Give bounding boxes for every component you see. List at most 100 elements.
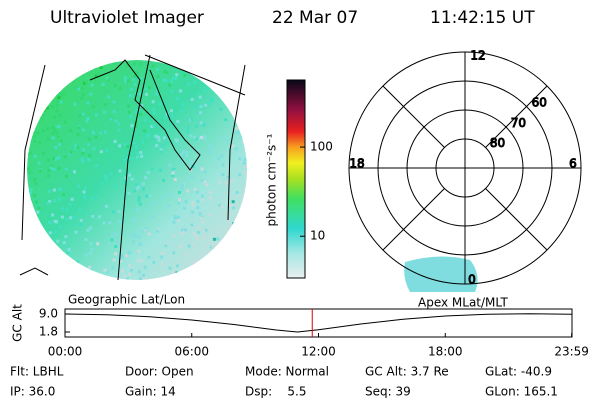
speckle [160, 262, 164, 266]
speckle [225, 92, 229, 96]
speckle [185, 154, 189, 158]
speckle [178, 198, 182, 202]
speckle [239, 256, 243, 260]
speckle [36, 210, 40, 214]
speckle [206, 102, 210, 106]
speckle [41, 113, 45, 117]
speckle [183, 277, 187, 280]
speckle [134, 145, 138, 149]
speckle [195, 237, 199, 241]
speckle [230, 179, 234, 183]
speckle [53, 219, 57, 223]
speckle [190, 210, 194, 214]
speckle [159, 150, 163, 154]
speckle [152, 124, 156, 128]
speckle [138, 202, 142, 206]
speckle [27, 167, 31, 171]
ring-label: 80 [490, 136, 505, 150]
status-field: GC Alt: 3.7 Re [365, 365, 449, 379]
speckle [120, 269, 124, 273]
speckle [147, 255, 151, 259]
speckle [142, 273, 146, 277]
speckle [173, 178, 177, 182]
speckle [44, 64, 48, 68]
speckle [190, 97, 194, 101]
speckle [169, 109, 173, 113]
speckle [36, 260, 40, 264]
speckle [135, 71, 139, 75]
speckle [143, 265, 147, 269]
uv-image [27, 60, 247, 280]
speckle [103, 275, 107, 279]
speckle [42, 152, 46, 156]
speckle [195, 190, 199, 194]
speckle [152, 261, 156, 265]
speckle [182, 150, 186, 154]
speckle [58, 143, 62, 147]
speckle [86, 101, 90, 105]
speckle [125, 277, 129, 280]
speckle [60, 207, 64, 211]
speckle [53, 115, 57, 119]
speckle [111, 234, 115, 238]
speckle [224, 118, 228, 122]
speckle [235, 191, 239, 195]
speckle [85, 61, 89, 65]
speckle [96, 242, 100, 246]
altitude-line [64, 313, 572, 333]
speckle [33, 193, 37, 197]
speckle [51, 213, 55, 217]
speckle [192, 232, 196, 236]
speckle [43, 61, 47, 65]
speckle [48, 271, 52, 275]
speckle [154, 201, 158, 205]
speckle [244, 165, 247, 169]
speckle [172, 271, 176, 275]
speckle [171, 173, 175, 177]
speckle [83, 196, 87, 200]
speckle [163, 115, 167, 119]
speckle [172, 251, 176, 255]
speckle [164, 244, 168, 248]
speckle [35, 67, 39, 71]
speckle [77, 126, 81, 130]
speckle [220, 154, 224, 158]
speckle [208, 144, 212, 148]
speckle [127, 110, 131, 114]
speckle [130, 124, 134, 128]
speckle [51, 126, 55, 130]
speckle [192, 243, 196, 247]
speckle [186, 130, 190, 134]
speckle [208, 213, 212, 217]
speckle [168, 266, 172, 270]
speckle [84, 81, 88, 85]
speckle [240, 248, 244, 252]
speckle [151, 64, 155, 68]
speckle [197, 103, 201, 107]
speckle [171, 171, 175, 175]
speckle [38, 253, 42, 257]
speckle [179, 65, 183, 69]
speckle [28, 139, 32, 143]
speckle [49, 252, 53, 256]
speckle [49, 63, 53, 67]
speckle [68, 74, 72, 78]
speckle [88, 154, 92, 158]
speckle [202, 123, 206, 127]
speckle [227, 262, 231, 266]
speckle [97, 215, 101, 219]
speckle [218, 254, 222, 258]
status-field: Mode: Normal [245, 365, 329, 379]
speckle [181, 228, 185, 232]
speckle [211, 244, 215, 248]
speckle [197, 231, 201, 235]
speckle [46, 127, 50, 131]
speckle [187, 244, 191, 248]
diagonal [485, 85, 548, 148]
speckle [54, 251, 58, 255]
speckle [175, 97, 179, 101]
speckle [32, 131, 36, 135]
speckle [126, 145, 130, 149]
speckle [126, 156, 130, 160]
mlt-label: 6 [569, 157, 577, 171]
